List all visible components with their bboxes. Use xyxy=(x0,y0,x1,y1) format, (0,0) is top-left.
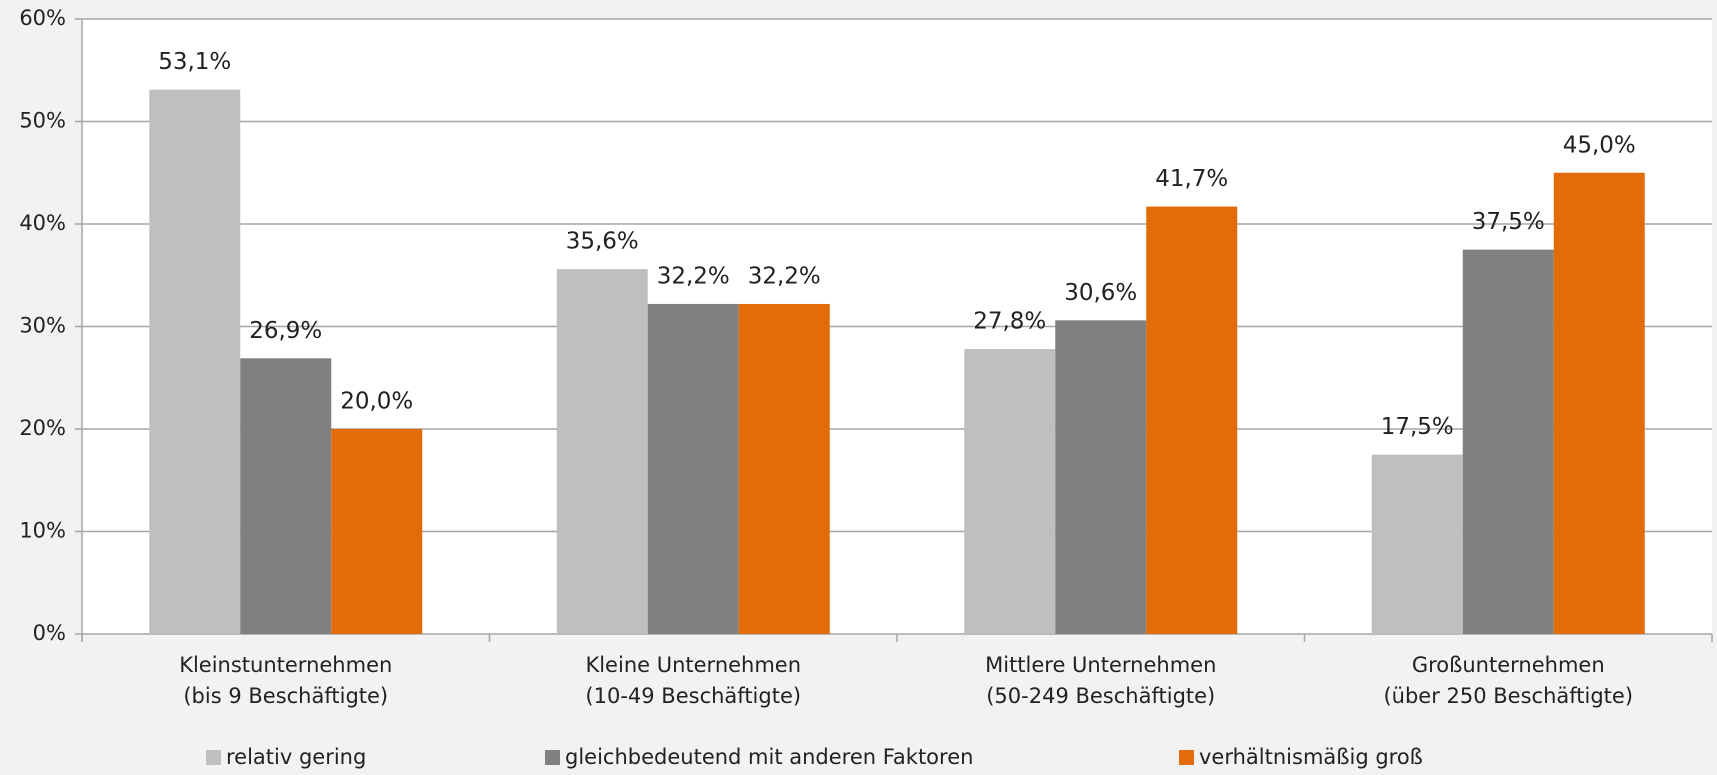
x-tick-label: Kleinstunternehmen (bis 9 Beschäftigte) xyxy=(179,653,393,708)
bar xyxy=(738,303,830,634)
bar xyxy=(149,89,241,635)
bar xyxy=(647,303,739,634)
x-tick-label: Mittlere Unternehmen (50-249 Beschäftigt… xyxy=(985,653,1217,708)
y-tick-label: 40% xyxy=(19,211,66,235)
y-tick-label: 10% xyxy=(19,519,66,543)
legend-swatch xyxy=(206,750,221,765)
legend-label: verhältnismäßig groß xyxy=(1199,745,1423,769)
bar xyxy=(1055,320,1147,634)
legend-label: gleichbedeutend mit anderen Faktoren xyxy=(565,745,973,769)
y-tick-label: 20% xyxy=(19,416,66,440)
bar xyxy=(240,358,332,634)
y-tick-label: 60% xyxy=(19,6,66,30)
y-tick-label: 30% xyxy=(19,314,66,338)
data-label: 32,2% xyxy=(748,263,821,289)
data-label: 37,5% xyxy=(1472,209,1545,235)
legend-swatch xyxy=(545,750,560,765)
x-tick-label: Kleine Unternehmen (10-49 Beschäftigte) xyxy=(585,653,802,708)
bar xyxy=(1553,172,1645,634)
data-label: 35,6% xyxy=(566,229,639,255)
data-label: 53,1% xyxy=(158,49,231,75)
bar xyxy=(1146,206,1238,634)
y-tick-label: 50% xyxy=(19,109,66,133)
y-tick-label: 0% xyxy=(33,621,66,645)
data-label: 17,5% xyxy=(1381,414,1454,440)
data-label: 26,9% xyxy=(249,318,322,344)
bar xyxy=(1462,249,1554,634)
x-tick-label: Großunternehmen (über 250 Beschäftigte) xyxy=(1383,653,1634,708)
data-label: 20,0% xyxy=(340,389,413,415)
data-label: 30,6% xyxy=(1064,280,1137,306)
data-label: 27,8% xyxy=(973,309,1046,335)
data-label: 32,2% xyxy=(657,263,730,289)
data-label: 41,7% xyxy=(1155,166,1228,192)
bar xyxy=(1371,454,1463,634)
legend-label: relativ gering xyxy=(226,745,366,769)
bar xyxy=(964,349,1056,634)
legend-swatch xyxy=(1179,750,1194,765)
data-label: 45,0% xyxy=(1563,132,1636,158)
bar xyxy=(556,269,648,634)
bar xyxy=(331,429,423,634)
